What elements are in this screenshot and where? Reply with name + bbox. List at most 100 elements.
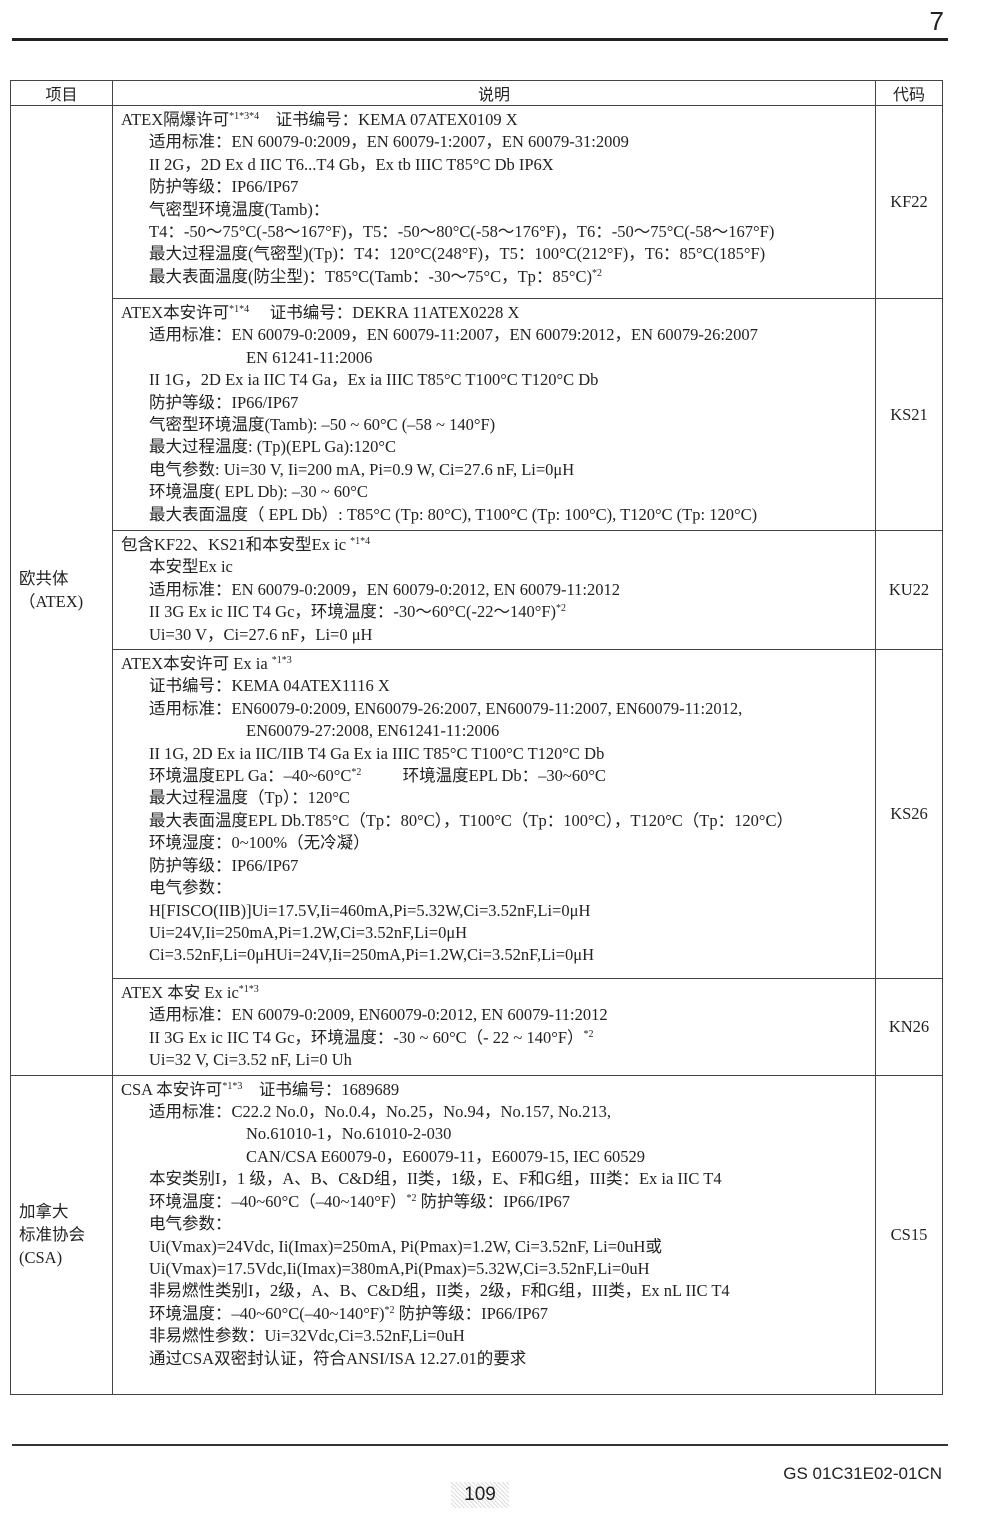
line-text: ATEX本安许可 Ex ia — [121, 654, 272, 674]
line-text: EN60079-27:2008, EN61241-11:2006 — [246, 721, 500, 741]
line-text: T4：-50～75°C(-58～167°F)，T5：-50～80°C(-58～1… — [149, 222, 775, 242]
line-text: II 3G Ex ic IIC T4 Gc，环境温度：-30 ~ 60°C（- … — [149, 1027, 584, 1047]
group-label-line: 标准协会 — [19, 1225, 85, 1245]
description-line: II 1G, 2D Ex ia IIC/IIB T4 Ga Ex ia IIIC… — [121, 743, 875, 765]
description-line: Ui=24V,Ii=250mA,Pi=1.2W,Ci=3.52nF,Li=0μH — [121, 922, 875, 944]
description-line: II 3G Ex ic IIC T4 Gc，环境温度：-30～60°C(-22～… — [121, 601, 875, 623]
description-line: 环境温度：–40~60°C(–40~140°F)*2 防护等级：IP66/IP6… — [121, 1303, 875, 1325]
line-text: Ui(Vmax)=24Vdc, Ii(Imax)=250mA, Pi(Pmax)… — [149, 1236, 662, 1256]
line-text: 包含KF22、KS21和本安型Ex ic — [121, 535, 351, 554]
line-text: 防护等级：IP66/IP67 — [149, 177, 299, 197]
chapter-number: 7 — [929, 6, 944, 36]
footnote-ref: *2 — [406, 1192, 417, 1204]
description-line: II 3G Ex ic IIC T4 Gc，环境温度：-30 ~ 60°C（- … — [121, 1027, 875, 1049]
line-text: 本安类别I，1 级，A、B、C&D组，II类，1级，E、F和G组，III类：Ex… — [149, 1169, 722, 1189]
description-line: 气密型环境温度(Tamb): –50 ~ 60°C (–58 ~ 140°F) — [121, 414, 875, 436]
description-line: CAN/CSA E60079-0，E60079-11，E60079-15, IE… — [121, 1146, 875, 1168]
table-row: ATEX 本安 Ex ic*1*3 适用标准：EN 60079-0:2009, E… — [11, 978, 943, 1076]
header-item: 项目 — [10, 80, 113, 106]
table-row: 欧共体 （ATEX) ATEX隔爆许可*1*3*4 证书编号：KEMA 07ATEX… — [10, 105, 943, 1076]
description-line: CSA 本安许可*1*3 证书编号：1689689 — [121, 1079, 875, 1101]
line-text: 证书编号：KEMA 07ATEX0109 X — [259, 110, 518, 129]
header-code: 代码 — [875, 80, 943, 106]
description-line: Ui=30 V，Ci=27.6 nF，Li=0 μH — [121, 624, 875, 646]
line-text: ATEX隔爆许可 — [121, 110, 230, 129]
footnote-ref: *1*3*4 — [229, 111, 260, 122]
line-text: 电气参数： — [149, 1214, 232, 1234]
line-text: 环境温度：–40~60°C（–40~140°F） — [149, 1191, 407, 1211]
description-line: II 2G，2D Ex d IIC T6...T4 Gb，Ex tb IIIC … — [121, 154, 875, 176]
footnote-ref: *1*3 — [271, 655, 292, 667]
description-line: Ci=3.52nF,Li=0μHUi=24V,Ii=250mA,Pi=1.2W,… — [121, 944, 875, 966]
footnote-ref: *1*4 — [229, 304, 250, 315]
option-code: CS15 — [875, 1074, 943, 1395]
option-code: KF22 — [875, 105, 943, 299]
description-line: 电气参数： — [121, 877, 875, 899]
line-text: 气密型环境温度(Tamb): –50 ~ 60°C (–58 ~ 140°F) — [149, 415, 496, 435]
table-row: ATEX本安许可*1*4 证书编号：DEKRA 11ATEX0228 X 适用标准… — [11, 298, 943, 531]
group-label-line: 欧共体 — [19, 569, 69, 589]
description-line: 环境湿度：0~100%（无冷凝） — [121, 832, 875, 854]
footnote-ref: *2 — [556, 603, 567, 615]
footnote-ref: *2 — [592, 267, 603, 279]
description-cell: CSA 本安许可*1*3 证书编号：1689689 适用标准：C22.2 No.0… — [112, 1074, 876, 1395]
description-line: 防护等级：IP66/IP67 — [121, 392, 875, 414]
line-text: 防护等级：IP66/IP67 — [394, 1303, 549, 1323]
description-line: EN 61241-11:2006 — [121, 347, 875, 369]
description-line: 电气参数： — [121, 1213, 875, 1235]
description-line: 适用标准：EN 60079-0:2009, EN60079-0:2012, EN… — [121, 1004, 875, 1026]
line-text: Ci=3.52nF,Li=0μHUi=24V,Ii=250mA,Pi=1.2W,… — [149, 945, 595, 965]
description-line: 最大过程温度: (Tp)(EPL Ga):120°C — [121, 436, 875, 458]
description-cell: ATEX隔爆许可*1*3*4 证书编号：KEMA 07ATEX0109 X 适用标… — [112, 105, 876, 299]
description-line: Ui(Vmax)=17.5Vdc,Ii(Imax)=380mA,Pi(Pmax)… — [121, 1258, 875, 1280]
footnote-ref: *1*3 — [222, 1080, 243, 1092]
line-text: II 3G Ex ic IIC T4 Gc，环境温度：-30～60°C(-22～… — [149, 602, 557, 622]
line-text: Ui=24V,Ii=250mA,Pi=1.2W,Ci=3.52nF,Li=0μH — [149, 922, 468, 942]
description-line: No.61010-1，No.61010-2-030 — [121, 1123, 875, 1145]
line-text: 适用标准：EN 60079-0:2009，EN 60079-1:2007，EN … — [149, 132, 629, 152]
line-text: 非易燃性类别I，2级，A、B、C&D组，II类，2级，F和G组，III类，Ex … — [149, 1281, 730, 1301]
line-text: 电气参数: Ui=30 V, Ii=200 mA, Pi=0.9 W, Ci=2… — [149, 459, 575, 479]
description-line: 非易燃性类别I，2级，A、B、C&D组，II类，2级，F和G组，III类，Ex … — [121, 1280, 875, 1302]
description-line: EN60079-27:2008, EN61241-11:2006 — [121, 720, 875, 742]
table-row: 加拿大 标准协会 (CSA) CSA 本安许可*1*3 证书编号：1689689 适用标… — [10, 1074, 943, 1395]
line-text: 防护等级：IP66/IP67 — [416, 1191, 571, 1211]
line-text: 防护等级：IP66/IP67 — [149, 392, 299, 412]
description-cell: ATEX本安许可 Ex ia *1*3 证书编号：KEMA 04ATEX1116 … — [112, 649, 876, 980]
line-text: EN 61241-11:2006 — [246, 347, 373, 367]
line-text: 环境温度EPL Db：–30~60°C — [361, 766, 606, 786]
table-header-row: 项目 说明 代码 — [10, 80, 943, 106]
footnote-ref: *1*3 — [238, 984, 259, 996]
table-row: ATEX本安许可 Ex ia *1*3 证书编号：KEMA 04ATEX1116 … — [11, 649, 943, 980]
line-text: H[FISCO(IIB)]Ui=17.5V,Ii=460mA,Pi=5.32W,… — [149, 900, 591, 920]
line-text: 非易燃性参数：Ui=32Vdc,Ci=3.52nF,Li=0uH — [149, 1326, 465, 1346]
line-text: 通过CSA双密封认证，符合ANSI/ISA 12.27.01的要求 — [149, 1348, 527, 1368]
line-text: 证书编号：DEKRA 11ATEX0228 X — [249, 303, 520, 322]
description-line: 防护等级：IP66/IP67 — [121, 855, 875, 877]
line-text: Ui=30 V，Ci=27.6 nF，Li=0 μH — [149, 624, 373, 644]
option-code: KS26 — [875, 649, 943, 980]
line-text: 证书编号：KEMA 04ATEX1116 X — [149, 676, 390, 696]
description-line: 最大表面温度EPL Db.T85°C（Tp：80°C），T100°C（Tp：10… — [121, 810, 875, 832]
line-text: II 1G，2D Ex ia IIC T4 Ga，Ex ia IIIC T85°… — [149, 370, 599, 390]
group-label-line: (CSA) — [19, 1248, 63, 1268]
option-code: KS21 — [875, 298, 943, 531]
description-line: 本安型Ex ic — [121, 556, 875, 578]
line-text: Ui(Vmax)=17.5Vdc,Ii(Imax)=380mA,Pi(Pmax)… — [149, 1258, 650, 1278]
line-text: 环境温度EPL Ga：–40~60°C — [149, 766, 352, 786]
group-label: 加拿大 标准协会 (CSA) — [10, 1074, 113, 1395]
line-text: 环境湿度：0~100%（无冷凝） — [149, 833, 370, 853]
description-line: 防护等级：IP66/IP67 — [121, 176, 875, 198]
description-line: 适用标准：EN 60079-0:2009，EN 60079-0:2012, EN… — [121, 579, 875, 601]
page-number: 109 — [451, 1482, 509, 1508]
description-line: ATEX 本安 Ex ic*1*3 — [121, 982, 875, 1004]
header-rule — [12, 38, 948, 41]
line-text: ATEX本安许可 — [121, 303, 230, 322]
line-text: 证书编号：1689689 — [242, 1079, 400, 1099]
line-text: 最大表面温度（ EPL Db）: T85°C (Tp: 80°C), T100°… — [149, 504, 758, 524]
description-line: ATEX本安许可*1*4 证书编号：DEKRA 11ATEX0228 X — [121, 302, 875, 324]
description-line: 适用标准：EN60079-0:2009, EN60079-26:2007, EN… — [121, 698, 875, 720]
line-text: II 1G, 2D Ex ia IIC/IIB T4 Ga Ex ia IIIC… — [149, 743, 605, 763]
line-text: 本安型Ex ic — [149, 557, 233, 577]
